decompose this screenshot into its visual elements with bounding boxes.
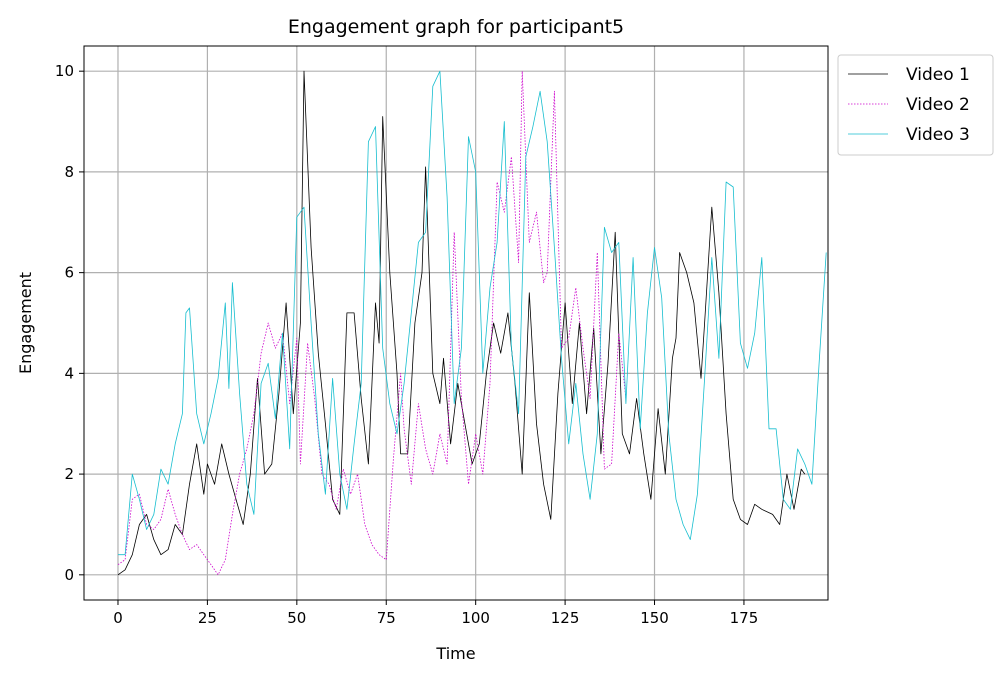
series-lines bbox=[117, 70, 827, 576]
legend-label-video-1: Video 1 bbox=[906, 65, 970, 85]
legend-box bbox=[837, 54, 994, 156]
y-tick-label: 6 bbox=[64, 264, 74, 282]
y-tick-label: 0 bbox=[64, 566, 74, 584]
plot-frame bbox=[83, 45, 829, 601]
legend-label-video-2: Video 2 bbox=[906, 95, 970, 115]
legend: Video 1 Video 2 Video 3 bbox=[837, 54, 994, 156]
y-tick-label: 8 bbox=[64, 163, 74, 181]
axis-ticks: 0 25 50 75 100 125 150 175 0 2 4 6 8 10 bbox=[55, 62, 758, 627]
x-tick-label: 100 bbox=[461, 609, 490, 627]
x-tick-label: 75 bbox=[377, 609, 396, 627]
y-tick-label: 4 bbox=[64, 364, 74, 382]
x-tick-label: 125 bbox=[551, 609, 580, 627]
x-axis-label: Time bbox=[435, 644, 475, 663]
series-line-video-3 bbox=[118, 70, 827, 556]
x-tick-label: 25 bbox=[198, 609, 217, 627]
y-axis-label: Engagement bbox=[16, 272, 35, 374]
series-line-video-1 bbox=[117, 70, 806, 576]
y-tick-label: 2 bbox=[64, 465, 74, 483]
grid bbox=[84, 46, 828, 600]
series-line-video-2 bbox=[117, 70, 627, 576]
x-tick-label: 50 bbox=[287, 609, 306, 627]
x-tick-label: 150 bbox=[640, 609, 669, 627]
legend-label-video-3: Video 3 bbox=[906, 125, 970, 145]
x-tick-label: 175 bbox=[730, 609, 759, 627]
x-tick-label: 0 bbox=[113, 609, 123, 627]
chart-title: Engagement graph for participant5 bbox=[288, 16, 624, 38]
y-tick-label: 10 bbox=[55, 62, 74, 80]
